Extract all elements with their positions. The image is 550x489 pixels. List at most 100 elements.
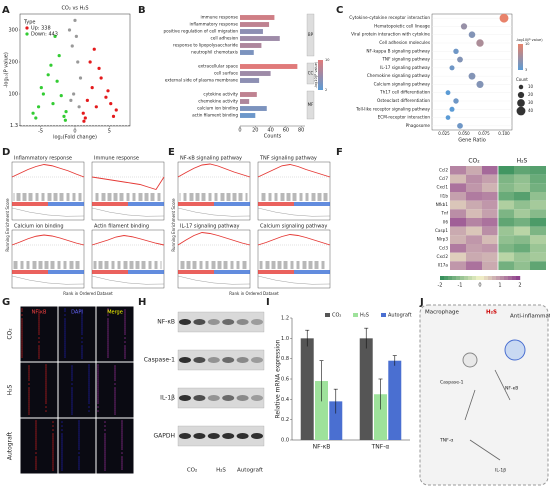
x-tick-label: 0.050: [458, 131, 470, 136]
legend-swatch: [25, 32, 29, 36]
image-speckle: [107, 342, 109, 344]
image-tile: [20, 418, 58, 474]
image-speckle: [97, 380, 99, 382]
image-speckle: [38, 309, 40, 311]
image-speckle: [97, 372, 99, 374]
image-speckle: [28, 377, 30, 379]
image-speckle: [121, 466, 123, 468]
rank-metric: [257, 275, 331, 285]
image-speckle: [61, 467, 63, 469]
image-speckle: [28, 397, 30, 399]
image-speckle: [21, 334, 23, 336]
heat-cell: [530, 252, 546, 262]
image-speckle: [38, 323, 40, 325]
image-speckle: [71, 367, 73, 369]
blot-strip: [177, 425, 265, 447]
heat-cell: [482, 200, 498, 210]
bar: [240, 15, 275, 20]
heat-cell: [498, 235, 514, 244]
image-speckle: [71, 365, 73, 367]
legend-label: CO₂: [332, 313, 341, 319]
y-tick-label: 0.2: [281, 417, 289, 423]
image-tile: [20, 362, 58, 418]
heat-cell: [530, 166, 546, 175]
rank-bar-blue: [128, 202, 164, 206]
image-speckle: [81, 321, 83, 323]
point: [34, 116, 38, 120]
group-label: H₂S: [517, 158, 528, 165]
image-speckle: [61, 439, 63, 441]
term-label: neutrophil chemotaxis: [191, 50, 238, 55]
gene-label: Il1b: [440, 193, 448, 198]
image-speckle: [61, 443, 63, 445]
image-speckle: [38, 337, 40, 339]
image-speckle: [35, 434, 37, 436]
image-speckle: [88, 388, 90, 390]
bar: [329, 401, 343, 440]
colorbar-step: [512, 276, 517, 280]
image-speckle: [64, 354, 66, 356]
colorbar-step: [456, 276, 461, 280]
point: [78, 76, 83, 80]
heat-cell: [498, 252, 514, 262]
image-speckle: [88, 384, 90, 386]
heat-cell: [450, 252, 466, 262]
image-speckle: [35, 460, 37, 462]
point: [63, 118, 67, 122]
protein-label: GAPDH: [153, 433, 175, 440]
image-speckle: [52, 429, 54, 431]
es-curve: [177, 232, 251, 246]
image-speckle: [124, 325, 126, 327]
bubble: [499, 13, 509, 23]
plot-frame: [177, 161, 251, 221]
image-speckle: [64, 350, 66, 352]
image-speckle: [104, 451, 106, 453]
image-speckle: [78, 430, 80, 432]
heat-cell: [482, 244, 498, 253]
image-speckle: [45, 368, 47, 370]
lane-label: CO₂: [187, 468, 197, 474]
colorbar-step: [508, 276, 513, 280]
image-speckle: [121, 422, 123, 424]
image-speckle: [107, 322, 109, 324]
image-speckle: [114, 413, 116, 415]
image-speckle: [64, 344, 66, 346]
image-speckle: [64, 340, 66, 342]
x-axis-title: Rank in Ordered Dataset: [63, 291, 113, 296]
image-speckle: [124, 317, 126, 319]
image-speckle: [97, 386, 99, 388]
blot-band: [222, 319, 235, 325]
image-speckle: [38, 315, 40, 317]
legend-title: -log10(P value): [314, 61, 318, 88]
image-speckle: [21, 320, 23, 322]
panel-label: E: [168, 147, 175, 158]
image-speckle: [35, 432, 37, 434]
plot-title: Calcium signaling pathway: [260, 224, 327, 230]
term-label: Calcium signaling pathway: [374, 81, 431, 86]
image-speckle: [121, 420, 123, 422]
colorbar-step: [452, 276, 457, 280]
image-speckle: [38, 325, 40, 327]
image-speckle: [28, 403, 30, 405]
image-speckle: [28, 375, 30, 377]
plot-frame: [11, 161, 85, 221]
image-speckle: [21, 330, 23, 332]
image-speckle: [104, 465, 106, 467]
row-label: Autograft: [7, 431, 14, 460]
point: [51, 102, 55, 106]
image-speckle: [64, 336, 66, 338]
blot-band: [207, 433, 220, 439]
size-swatch: [518, 84, 524, 90]
size-label: 40: [528, 108, 534, 113]
point: [97, 66, 101, 70]
colorbar-label: -2: [438, 283, 443, 289]
plot-title: IL-17 signaling pathway: [180, 224, 240, 230]
blot-band: [207, 357, 220, 363]
y-tick-label: 200: [8, 60, 18, 66]
image-speckle: [97, 406, 99, 408]
image-speckle: [88, 380, 90, 382]
term-label: ECM-receptor interaction: [378, 115, 431, 120]
bar: [240, 106, 267, 111]
image-speckle: [121, 458, 123, 460]
image-speckle: [38, 331, 40, 333]
